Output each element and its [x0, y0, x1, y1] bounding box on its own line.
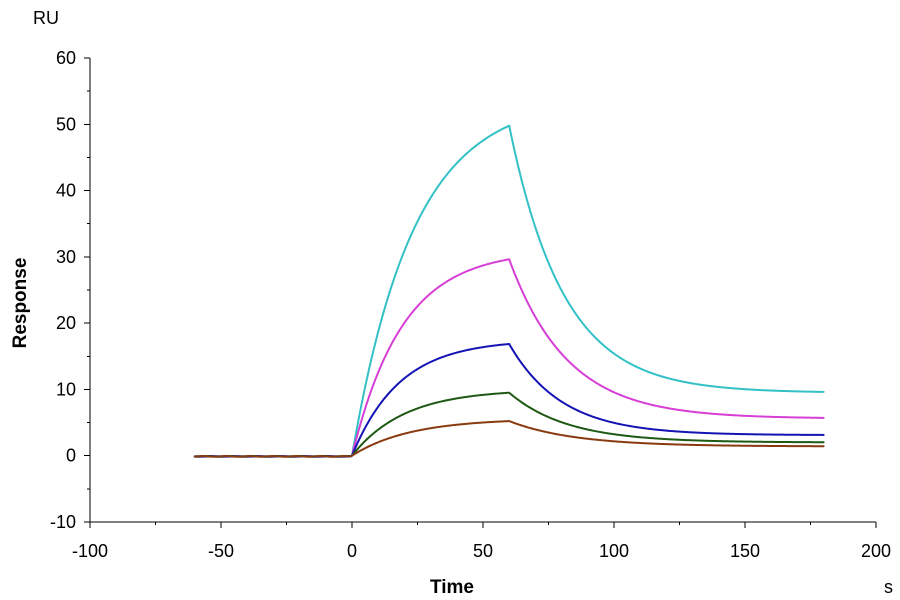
series-line-2	[193, 258, 825, 458]
x-tick-label: 0	[347, 541, 357, 561]
y-tick-label: 50	[56, 114, 76, 134]
series-line-4	[193, 391, 825, 458]
y-tick-label: 0	[66, 446, 76, 466]
y-tick-label: 10	[56, 379, 76, 399]
x-tick-label: 100	[599, 541, 629, 561]
y-tick-label: -10	[50, 512, 76, 532]
x-ticks-group: -100 -50 0 50 100 150 200	[72, 522, 891, 561]
y-unit-label: RU	[33, 8, 59, 28]
x-tick-label: 150	[730, 541, 760, 561]
x-tick-label: 200	[861, 541, 891, 561]
x-unit-label: s	[884, 577, 893, 597]
x-tick-label: 50	[473, 541, 493, 561]
y-tick-label: 20	[56, 313, 76, 333]
x-tick-label: -100	[72, 541, 108, 561]
series-line-5	[193, 420, 825, 458]
x-axis-title: Time	[430, 577, 474, 598]
x-tick-label: -50	[208, 541, 234, 561]
series-group	[193, 124, 825, 458]
y-tick-label: 40	[56, 181, 76, 201]
series-line-3	[193, 342, 825, 458]
y-ticks-group: -10 0 10 20 30 40 50 60	[50, 48, 90, 532]
axes-group	[89, 58, 876, 523]
y-axis-title: Response	[10, 258, 31, 349]
series-line-1	[193, 124, 825, 458]
y-tick-label: 30	[56, 247, 76, 267]
y-tick-label: 60	[56, 48, 76, 68]
